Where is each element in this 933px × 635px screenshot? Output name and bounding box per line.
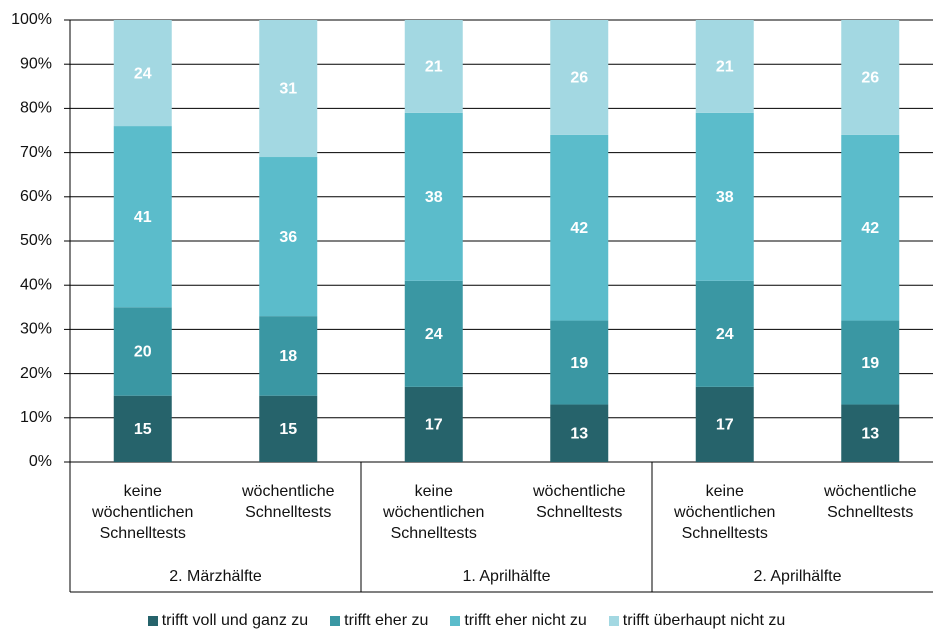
bar-segment <box>113 395 172 462</box>
bar-segment <box>550 20 609 135</box>
data-label: 31 <box>279 81 297 98</box>
x-tick-label: wöchentliche Schnelltests <box>824 483 917 521</box>
bar-segment <box>404 20 463 113</box>
x-tick-label: keine wöchentlichen Schnelltests <box>92 483 194 542</box>
data-label: 17 <box>425 417 443 434</box>
data-label: 38 <box>716 189 734 206</box>
data-label: 15 <box>279 421 297 438</box>
data-label: 19 <box>861 355 879 372</box>
bar-segment <box>113 20 172 127</box>
bar-segment <box>404 280 463 387</box>
legend-swatch <box>147 616 158 626</box>
legend: trifft voll und ganz zu trifft eher zu tri… <box>0 612 933 630</box>
bar-segment <box>841 134 900 321</box>
legend-item: trifft eher nicht zu <box>450 612 587 630</box>
data-label: 13 <box>570 425 588 442</box>
legend-label: trifft eher zu <box>344 612 429 629</box>
y-tick-label: 100% <box>11 11 52 28</box>
data-label: 24 <box>716 326 734 343</box>
data-label: 24 <box>425 326 443 343</box>
data-label: 15 <box>134 421 152 438</box>
y-tick-label: 50% <box>20 232 52 249</box>
bar-segment <box>259 395 318 462</box>
legend-swatch <box>330 616 341 626</box>
bar-segment <box>695 280 754 387</box>
data-label: 36 <box>279 229 297 246</box>
group-label: 1. Aprilhälfte <box>462 568 551 585</box>
bar-segment <box>550 320 609 405</box>
legend-item: trifft überhaupt nicht zu <box>608 612 786 630</box>
data-label: 21 <box>425 59 443 76</box>
bar-segment <box>113 126 172 308</box>
data-label: 41 <box>134 209 152 226</box>
data-label: 18 <box>279 348 297 365</box>
bar-segment <box>695 20 754 113</box>
bar-segment <box>259 316 318 396</box>
y-tick-label: 40% <box>20 276 52 293</box>
data-label: 21 <box>716 59 734 76</box>
y-tick-label: 20% <box>20 365 52 382</box>
bar-segment <box>695 386 754 462</box>
y-tick-label: 0% <box>29 453 52 470</box>
data-label: 24 <box>134 65 152 82</box>
data-label: 13 <box>861 425 879 442</box>
legend-label: trifft voll und ganz zu <box>161 612 309 629</box>
legend-item: trifft voll und ganz zu <box>147 612 309 630</box>
bar-segment <box>695 112 754 281</box>
data-label: 26 <box>570 70 588 87</box>
legend-label: trifft eher nicht zu <box>464 612 587 629</box>
bar-segment <box>404 112 463 281</box>
x-tick-label: wöchentliche Schnelltests <box>533 483 626 521</box>
legend-label: trifft überhaupt nicht zu <box>622 612 786 629</box>
bar-segment <box>550 404 609 462</box>
x-tick-label: wöchentliche Schnelltests <box>242 483 335 521</box>
bar-segment <box>404 386 463 462</box>
data-label: 19 <box>570 355 588 372</box>
bar-segment <box>841 20 900 135</box>
y-tick-label: 90% <box>20 55 52 72</box>
group-label: 2. Märzhälfte <box>169 568 262 585</box>
bar-segment <box>113 307 172 396</box>
legend-swatch <box>450 616 461 626</box>
legend-item: trifft eher zu <box>330 612 428 630</box>
x-tick-label: keine wöchentlichen Schnelltests <box>674 483 776 542</box>
data-label: 42 <box>570 220 588 237</box>
group-label: 2. Aprilhälfte <box>753 568 842 585</box>
data-label: 38 <box>425 189 443 206</box>
y-tick-label: 80% <box>20 100 52 117</box>
bar-segment <box>841 404 900 462</box>
bar-segment <box>259 20 318 158</box>
x-tick-label: keine wöchentlichen Schnelltests <box>383 483 485 542</box>
bar-segment <box>259 157 318 317</box>
data-label: 42 <box>861 220 879 237</box>
y-tick-label: 30% <box>20 321 52 338</box>
data-label: 26 <box>861 70 879 87</box>
bar-segment <box>550 134 609 321</box>
y-tick-label: 10% <box>20 409 52 426</box>
bar-segment <box>841 320 900 405</box>
data-label: 20 <box>134 344 152 361</box>
y-tick-label: 70% <box>20 144 52 161</box>
y-tick-label: 60% <box>20 188 52 205</box>
legend-swatch <box>608 616 619 626</box>
data-label: 17 <box>716 417 734 434</box>
